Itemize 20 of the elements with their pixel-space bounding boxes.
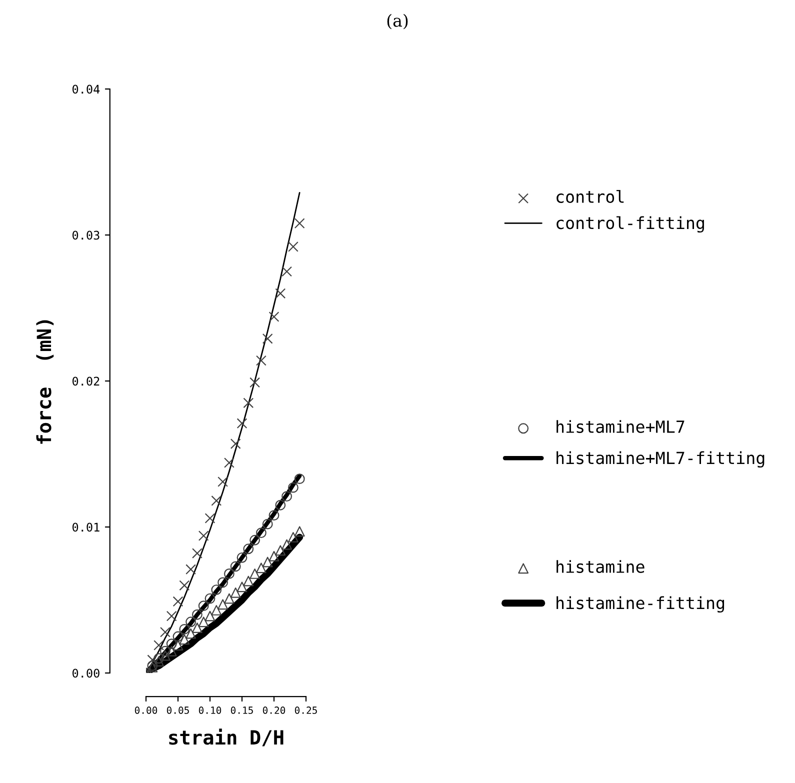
legend-label: histamine xyxy=(556,560,644,573)
text: (a) xyxy=(387,14,408,30)
x-tick-label: 0.15 xyxy=(230,706,253,714)
y-axis-title: force (mN) xyxy=(36,320,54,444)
x-tick-label: 0.05 xyxy=(166,706,189,714)
x-tick-label: 0.25 xyxy=(294,706,317,714)
legend-label: control-fitting xyxy=(556,216,704,233)
y-tick-label: 0.01 xyxy=(72,522,100,532)
y-tick-label: 0.03 xyxy=(72,230,100,240)
y-tick-label: 0.02 xyxy=(72,376,100,386)
legend-label: histamine+ML7-fitting xyxy=(556,451,764,468)
legend-label: control xyxy=(556,190,624,203)
y-tick-label: 0.00 xyxy=(72,668,100,678)
legend-label: histamine+ML7 xyxy=(556,420,684,433)
legend-label: histamine-fitting xyxy=(556,596,724,613)
x-tick-label: 0.20 xyxy=(262,706,286,714)
x-axis-title: strain D/H xyxy=(169,728,284,746)
y-tick-label: 0.04 xyxy=(72,84,100,94)
x-tick-label: 0.00 xyxy=(134,706,158,714)
x-tick-label: 0.10 xyxy=(198,706,222,714)
